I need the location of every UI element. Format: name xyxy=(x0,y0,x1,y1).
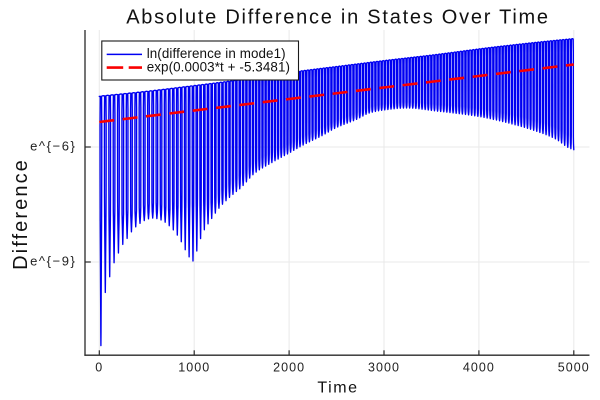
svg-text:e^{−6}: e^{−6} xyxy=(30,139,76,154)
svg-text:Time: Time xyxy=(317,379,358,396)
svg-text:2000: 2000 xyxy=(273,360,305,374)
svg-text:4000: 4000 xyxy=(463,360,495,374)
svg-text:1000: 1000 xyxy=(178,360,210,374)
svg-text:5000: 5000 xyxy=(558,360,590,374)
svg-text:0: 0 xyxy=(95,360,103,374)
svg-text:Difference: Difference xyxy=(10,158,32,270)
svg-text:e^{−9}: e^{−9} xyxy=(30,254,76,269)
svg-text:Absolute Difference in States: Absolute Difference in States Over Time xyxy=(126,7,550,29)
svg-text:exp(0.0003*t + -5.3481): exp(0.0003*t + -5.3481) xyxy=(147,60,290,75)
svg-text:3000: 3000 xyxy=(368,360,400,374)
svg-text:ln(difference in mode1): ln(difference in mode1) xyxy=(147,46,286,61)
